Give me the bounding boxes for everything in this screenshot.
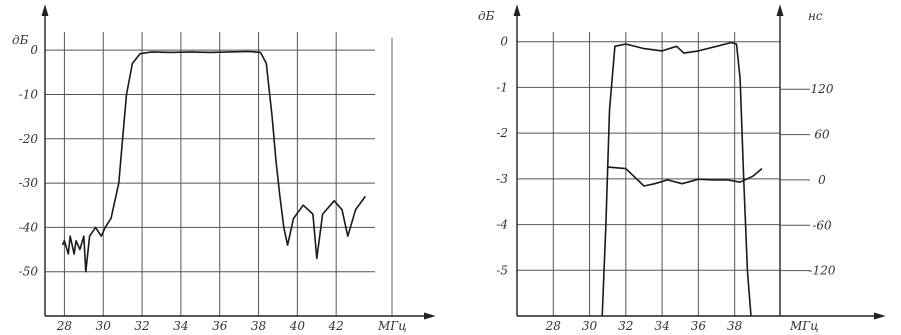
x-tick-label: 28	[545, 319, 562, 333]
y-tick-label: 0	[30, 43, 38, 57]
x-tick-label: 36	[691, 319, 707, 333]
y-tick-label: -10	[19, 87, 39, 101]
y2-axis-arrow	[776, 4, 784, 17]
y-axis-arrow	[41, 4, 49, 17]
y-tick-label: -50	[19, 265, 39, 279]
x-tick-label: 30	[96, 319, 112, 333]
x-axis-arrow	[873, 312, 886, 320]
y2-tick-label: 0	[818, 173, 826, 187]
y-tick-label: -3	[496, 172, 508, 186]
x-tick-label: 40	[289, 319, 306, 333]
x-tick-label: 34	[654, 319, 669, 333]
x-tick-label: 42	[328, 319, 344, 333]
chart-left-svg: 0 -10 -20 -30 -40 -50 28 30 32 34 36 38 40 42 дБ МГц	[12, 4, 436, 333]
response-curve	[601, 41, 752, 317]
y-axis-label: дБ	[478, 9, 495, 23]
response-curve	[61, 50, 366, 273]
y-axis-label: дБ	[12, 33, 29, 47]
y-tick-label: -40	[19, 220, 39, 234]
y-tick-label: -5	[496, 263, 508, 277]
x-tick-label: 38	[727, 319, 743, 333]
delay-curve	[607, 166, 763, 187]
x-tick-label: 36	[212, 319, 228, 333]
x-tick-label: 38	[251, 319, 267, 333]
x-tick-label: 32	[618, 319, 633, 333]
x-tick-label: 34	[173, 319, 188, 333]
y-tick-label: -20	[19, 132, 39, 146]
y-tick-label: -1	[496, 80, 508, 94]
x-tick-label: 32	[134, 319, 149, 333]
y-tick-label: -2	[496, 126, 508, 140]
x-axis-label: МГц	[377, 319, 407, 333]
y-axis-arrow	[513, 4, 521, 17]
x-axis-arrow	[423, 312, 436, 320]
y-tick-label: -4	[496, 218, 508, 232]
x-axis-label: МГц	[789, 319, 819, 333]
x-tick-label: 28	[56, 319, 73, 333]
chart-right-svg: 0 -1 -2 -3 -4 -5 28 30 32 34 36 38 120 60 0 -60 -120 нс дБ…	[478, 4, 886, 333]
y-tick-label: -30	[19, 176, 39, 190]
y2-tick-label: 60	[814, 128, 830, 142]
y2-tick-label: -120	[809, 264, 836, 278]
y2-axis-label: нс	[808, 9, 823, 23]
y2-tick-label: 120	[811, 82, 834, 96]
y-tick-label: 0	[500, 35, 508, 49]
x-tick-label: 30	[582, 319, 598, 333]
y2-tick-label: -60	[812, 218, 832, 232]
